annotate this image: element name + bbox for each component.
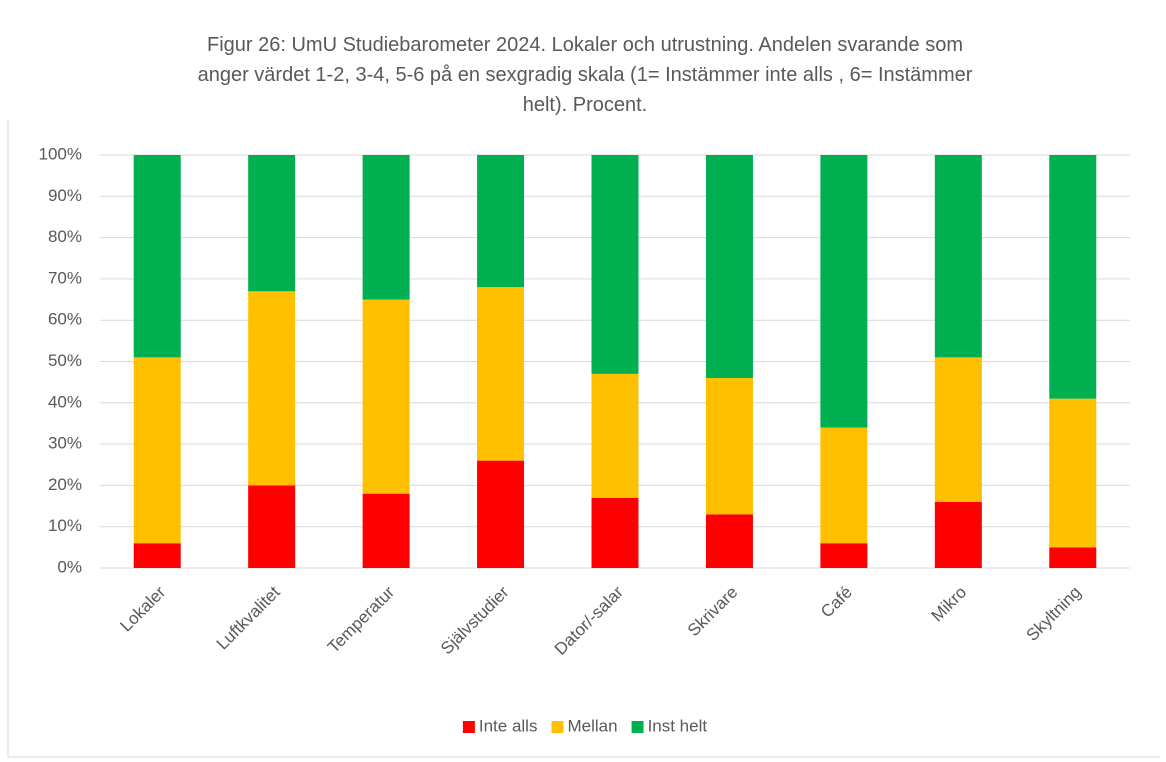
bar-segment [820, 155, 868, 428]
bar-segment [705, 514, 753, 568]
x-tick-label: Mikro [928, 583, 971, 626]
chart-frame [7, 120, 1160, 758]
bar-segment [133, 155, 181, 358]
y-tick-label: 70% [48, 268, 82, 287]
y-tick-label: 50% [48, 351, 82, 370]
legend-swatch [462, 721, 475, 733]
legend-label: Mellan [567, 716, 617, 735]
bar-segment [133, 357, 181, 544]
bar-segment [820, 427, 868, 544]
y-tick-label: 0% [57, 557, 82, 576]
x-tick-label: Självstudier [437, 582, 513, 658]
chart-title: Figur 26: UmU Studiebarometer 2024. Loka… [197, 34, 973, 116]
legend-label: Inte alls [479, 716, 538, 735]
bar-segment [1049, 547, 1097, 568]
bar-segment [934, 357, 982, 502]
bar-segment [820, 543, 868, 568]
x-tick-label: Luftkvalitet [213, 582, 284, 653]
bar-segment [248, 155, 296, 292]
bar-segment [477, 155, 525, 288]
y-tick-label: 40% [48, 392, 82, 411]
bar-segment [591, 373, 639, 498]
x-tick-label: Skrivare [684, 583, 742, 641]
bar-segment [934, 155, 982, 358]
y-tick-label: 90% [48, 186, 82, 205]
y-tick-label: 60% [48, 310, 82, 329]
y-tick-label: 20% [48, 475, 82, 494]
bar-segment [705, 155, 753, 379]
x-tick-label: Temperatur [324, 582, 398, 656]
legend-swatch [551, 721, 564, 733]
y-tick-label: 30% [48, 434, 82, 453]
bar-segment [1049, 155, 1097, 399]
bar-segment [591, 155, 639, 374]
y-tick-label: 100% [39, 144, 82, 163]
x-tick-label: Lokaler [116, 582, 169, 635]
x-tick-label: Skyltning [1023, 583, 1085, 645]
bar-segment [477, 287, 525, 461]
y-tick-label: 80% [48, 227, 82, 246]
x-tick-label: Café [817, 583, 856, 622]
x-tick-label: Dator/-salar [551, 582, 627, 658]
bar-segment [705, 378, 753, 515]
bar-segment [248, 291, 296, 486]
legend-label: Inst helt [648, 716, 708, 735]
bar-segment [362, 155, 410, 300]
y-tick-label: 10% [48, 516, 82, 535]
legend-swatch [631, 721, 644, 733]
bar-segment [133, 543, 181, 568]
bar-segment [591, 497, 639, 568]
bar-segment [477, 460, 525, 568]
bar-segment [248, 485, 296, 568]
bar-segment [362, 493, 410, 568]
bar-segment [362, 299, 410, 494]
bar-segment [934, 501, 982, 568]
bar-segment [1049, 398, 1097, 548]
